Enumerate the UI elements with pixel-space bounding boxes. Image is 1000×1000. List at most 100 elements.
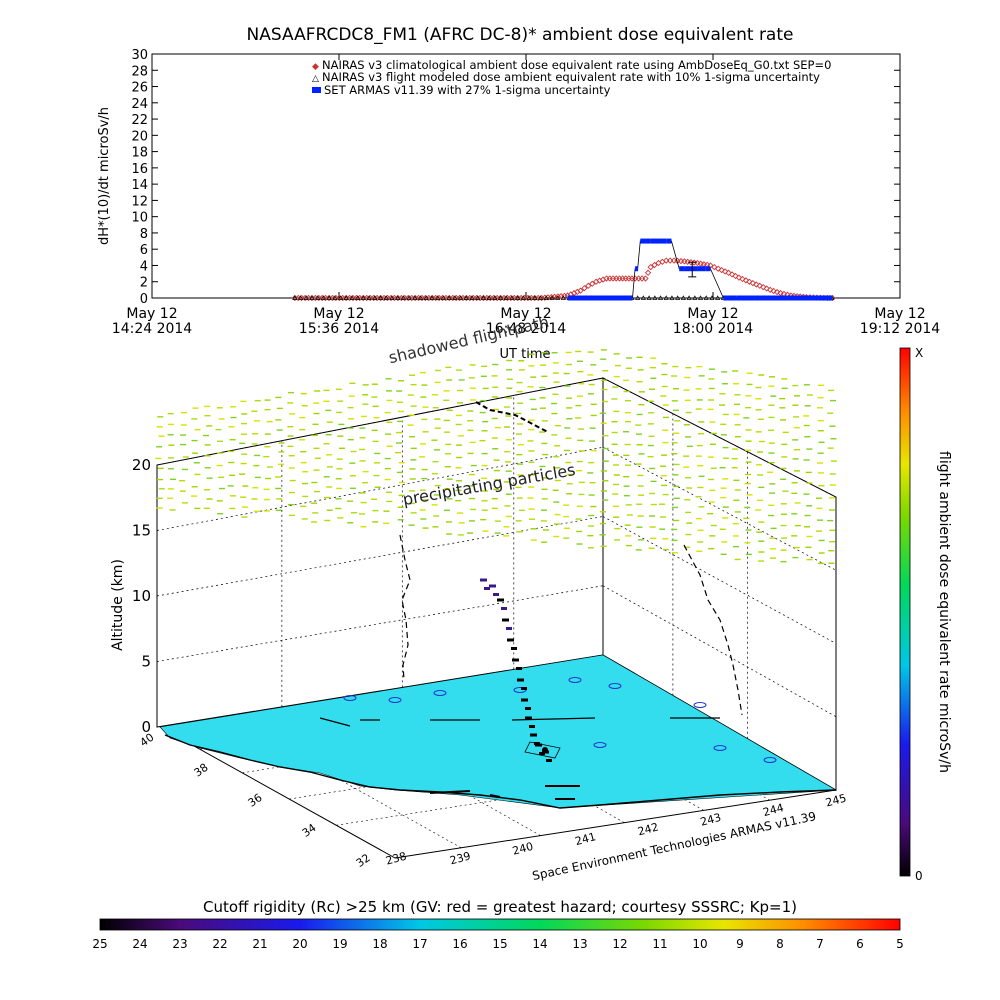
particle-mark: [408, 524, 415, 526]
flight-modeled-point: [332, 295, 338, 300]
particle-mark: [553, 456, 560, 458]
particle-mark: [323, 389, 330, 392]
particle-mark: [588, 494, 595, 496]
particle-mark: [683, 389, 690, 391]
particle-mark: [599, 522, 606, 525]
particle-mark: [662, 493, 669, 496]
particle-mark: [518, 509, 525, 512]
particle-mark: [493, 469, 500, 472]
particle-mark: [467, 429, 474, 431]
particle-mark: [829, 540, 836, 543]
particle-mark: [671, 552, 678, 554]
particle-mark: [216, 452, 223, 454]
particle-mark: [791, 482, 798, 484]
flight-modeled-point: [309, 295, 315, 300]
particle-mark: [385, 491, 392, 494]
particle-mark: [662, 416, 669, 419]
rigidity-tick-label: 18: [372, 937, 387, 951]
legend-label-nairas-flight: NAIRAS v3 flight modeled dose ambient eq…: [322, 70, 820, 84]
altitude-tick-label: 10: [132, 587, 151, 605]
particle-mark: [733, 383, 740, 385]
particle-mark: [491, 507, 498, 510]
particle-mark: [311, 481, 318, 484]
particle-mark: [804, 526, 811, 528]
particle-mark: [614, 364, 621, 367]
particle-mark: [203, 434, 210, 437]
y-tick-label: 2: [140, 276, 148, 291]
flight-modeled-point: [423, 295, 429, 300]
particle-mark: [516, 531, 523, 533]
particle-mark: [227, 450, 234, 453]
particle-mark: [326, 466, 333, 468]
particle-mark: [432, 407, 439, 409]
particle-mark: [276, 407, 283, 410]
particle-mark: [720, 496, 727, 499]
particle-mark: [528, 486, 535, 488]
particle-mark: [758, 374, 765, 376]
climatological-point: [718, 266, 725, 274]
particle-mark: [167, 488, 174, 490]
particle-mark: [698, 375, 705, 377]
altitude-tick-label: 15: [132, 522, 151, 540]
particle-mark: [673, 432, 680, 434]
particle-mark: [818, 485, 825, 487]
particle-mark: [422, 527, 429, 529]
particle-mark: [708, 547, 715, 550]
armas-segment: [635, 266, 639, 272]
particle-mark: [360, 415, 367, 418]
particle-mark: [614, 539, 621, 541]
particle-mark: [553, 523, 560, 525]
particle-mark: [288, 514, 295, 517]
climatological-point: [613, 275, 620, 282]
particle-mark: [443, 509, 450, 512]
particle-mark: [481, 452, 488, 455]
flight-modeled-point: [406, 295, 412, 300]
particle-mark: [266, 466, 273, 468]
particle-mark: [635, 549, 642, 551]
particle-mark: [408, 490, 415, 492]
particle-mark: [554, 479, 561, 482]
particle-mark: [793, 426, 800, 429]
particle-mark: [434, 427, 441, 429]
particle-mark: [300, 461, 307, 464]
particle-mark: [829, 497, 836, 499]
flight-modeled-point: [452, 295, 458, 300]
particle-mark: [481, 365, 488, 367]
particle-mark: [216, 464, 223, 467]
particle-mark: [181, 502, 188, 504]
climatological-point: [635, 275, 642, 282]
particle-mark: [398, 380, 405, 382]
particle-mark: [455, 489, 462, 492]
particle-mark: [420, 518, 427, 520]
flight-path-point: [525, 716, 532, 720]
particle-mark: [491, 375, 498, 377]
armas-segment: [692, 266, 698, 272]
particle-mark: [218, 418, 225, 420]
particle-mark: [683, 455, 690, 457]
particle-mark: [492, 408, 499, 411]
climatological-point: [606, 275, 613, 282]
particle-mark: [601, 400, 608, 403]
armas-segment: [679, 266, 685, 272]
particle-mark: [589, 427, 596, 429]
particle-mark: [685, 533, 692, 536]
particle-mark: [446, 379, 453, 381]
altitude-tick-label: 5: [141, 653, 151, 671]
particle-mark: [623, 431, 630, 433]
particle-mark: [600, 470, 607, 472]
particle-mark: [758, 486, 765, 489]
particle-mark: [253, 420, 260, 422]
climatological-point: [589, 280, 596, 287]
particle-mark: [408, 502, 415, 505]
particle-mark: [530, 539, 537, 541]
climatological-point: [753, 281, 760, 288]
particle-mark: [576, 395, 583, 397]
particle-mark: [216, 440, 223, 442]
particle-mark: [602, 447, 609, 450]
particle-mark: [767, 429, 774, 431]
particle-mark: [576, 360, 583, 362]
climatological-point: [642, 275, 649, 282]
particle-mark: [469, 441, 476, 444]
particle-mark: [467, 485, 474, 487]
legend: ◆ NAIRAS v3 climatological ambient dose …: [312, 58, 831, 97]
